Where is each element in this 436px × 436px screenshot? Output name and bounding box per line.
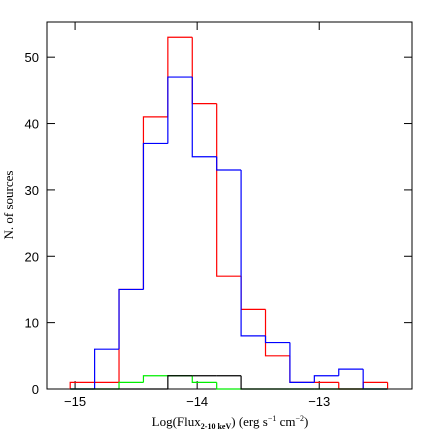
histogram-step [167, 375, 193, 389]
plot-frame [46, 21, 413, 390]
histogram-step [216, 382, 242, 390]
histogram-step [216, 156, 242, 171]
y-axis-label: N. of sources [1, 171, 16, 240]
histogram-step [240, 276, 266, 310]
x-label-sup: −1 [268, 414, 277, 423]
histogram-step [167, 76, 193, 144]
y-tick-label: 50 [25, 50, 39, 65]
x-label-part: ) (erg s [231, 414, 268, 429]
y-tick-label: 40 [25, 117, 39, 132]
histogram-step [142, 375, 168, 383]
y-tick-label: 20 [25, 249, 39, 264]
histogram-step [191, 37, 217, 105]
x-label-part: cm [276, 414, 295, 429]
histogram-step [69, 381, 95, 389]
histogram-step [118, 288, 144, 350]
histogram-step [362, 381, 388, 389]
x-label-sup: −2 [295, 414, 304, 423]
histogram-step [191, 77, 217, 158]
x-tick-label: −14 [186, 394, 208, 409]
y-tick-label: 30 [25, 183, 39, 198]
x-axis-label: Log(Flux2-10 keV) (erg s−1 cm−2) [152, 414, 309, 431]
x-label-sub: 2-10 keV [201, 422, 232, 431]
x-tick-label: −15 [64, 394, 86, 409]
histogram-step [338, 368, 364, 376]
histogram-step [289, 355, 315, 383]
x-label-part: ) [304, 414, 308, 429]
histogram-step [216, 103, 242, 277]
x-label-part: Log(Flux [152, 414, 202, 429]
histogram-step [240, 169, 266, 337]
histogram-step [240, 375, 266, 390]
histogram-step [118, 381, 144, 389]
histogram-step [142, 116, 168, 290]
histogram-step [289, 342, 315, 383]
histogram-step [142, 142, 168, 290]
y-tick-label: 10 [25, 316, 39, 331]
histogram-step [338, 382, 364, 390]
histogram-step [264, 309, 290, 357]
histogram-step [264, 335, 290, 344]
histogram-step [118, 288, 144, 383]
histogram-step [313, 375, 339, 383]
y-tick-label: 0 [32, 382, 39, 397]
x-tick-label: −13 [308, 394, 330, 409]
histogram-step [362, 369, 388, 390]
histogram-step [94, 348, 120, 389]
histogram-step [191, 375, 217, 383]
